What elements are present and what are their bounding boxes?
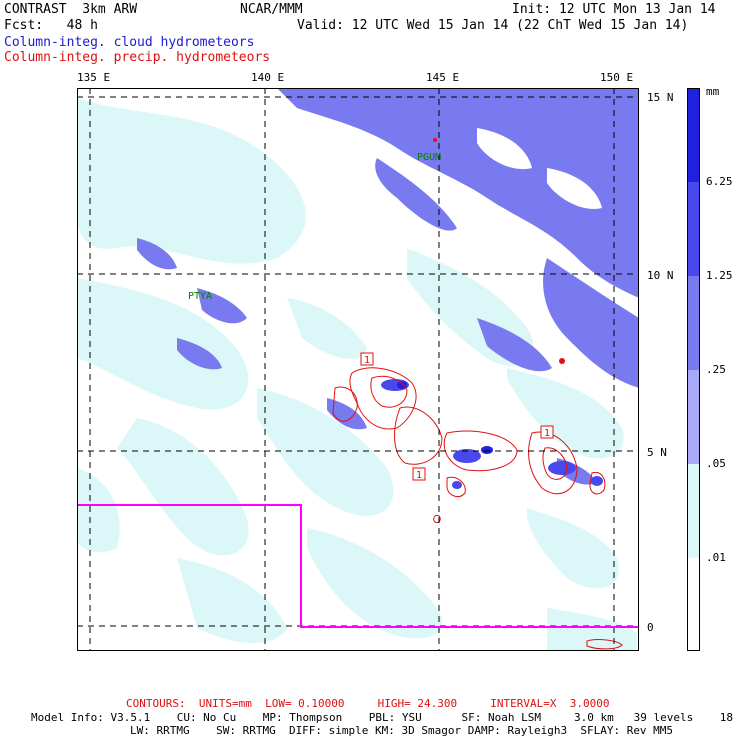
lat-label-5n: 5 N <box>647 446 667 459</box>
org-label: NCAR/MMM <box>240 2 303 17</box>
colorbar-bin-5 <box>687 464 700 558</box>
init-time: Init: 12 UTC Mon 13 Jan 14 <box>512 2 716 17</box>
lon-label-135: 135 E <box>77 71 111 84</box>
colorbar-level-6-25: 6.25 <box>706 175 733 188</box>
lat-label-15n: 15 N <box>647 91 674 104</box>
lat-label-0: 0 <box>647 621 654 634</box>
lon-label-150: 150 E <box>600 71 634 84</box>
domain-boundary <box>77 504 639 628</box>
map-panel: 1 1 1 PGUM PTYA <box>77 88 639 651</box>
contour-info: CONTOURS: UNITS=mm LOW= 0.10000 HIGH= 24… <box>126 697 610 710</box>
valid-time: Valid: 12 UTC Wed 15 Jan 14 (22 ChT Wed … <box>297 18 689 33</box>
svg-text:1: 1 <box>364 355 370 366</box>
colorbar-bin-3 <box>687 276 700 370</box>
colorbar-level-0-25: .25 <box>706 363 726 376</box>
cloud-gaps <box>307 128 602 260</box>
forecast-hour: Fcst: 48 h <box>4 18 98 33</box>
lon-label-145: 145 E <box>426 71 460 84</box>
field-label-cloud: Column-integ. cloud hydrometeors <box>4 35 255 50</box>
colorbar-bin-4 <box>687 370 700 464</box>
colorbar-level-1-25: 1.25 <box>706 269 733 282</box>
svg-text:1: 1 <box>544 428 550 439</box>
station-ptya: PTYA <box>188 291 212 302</box>
map-canvas: 1 1 1 PGUM PTYA <box>77 88 639 651</box>
field-label-precip: Column-integ. precip. hydrometeors <box>4 50 271 65</box>
precip-cores <box>381 138 603 489</box>
lat-label-10n: 10 N <box>647 269 674 282</box>
model-info-line-1: Model Info: V3.5.1 CU: No Cu MP: Thompso… <box>31 711 740 724</box>
cloud-field-light <box>77 98 637 651</box>
model-info-line-2: LW: RRTMG SW: RRTMG DIFF: simple KM: 3D … <box>130 724 674 737</box>
colorbar <box>687 88 700 651</box>
colorbar-bin-6 <box>687 558 700 651</box>
colorbar-level-0-05: .05 <box>706 457 726 470</box>
svg-text:1: 1 <box>416 470 422 481</box>
precip-contours <box>332 367 623 650</box>
lon-label-140: 140 E <box>251 71 285 84</box>
station-pgum: PGUM <box>417 152 441 163</box>
colorbar-level-0-01: .01 <box>706 551 726 564</box>
cloud-field-medium <box>137 88 639 485</box>
contour-labels: 1 1 1 <box>360 352 554 481</box>
colorbar-bin-1 <box>687 88 700 182</box>
colorbar-unit: mm <box>706 85 720 98</box>
model-title: CONTRAST 3km ARW <box>4 2 138 17</box>
colorbar-bin-2 <box>687 182 700 276</box>
